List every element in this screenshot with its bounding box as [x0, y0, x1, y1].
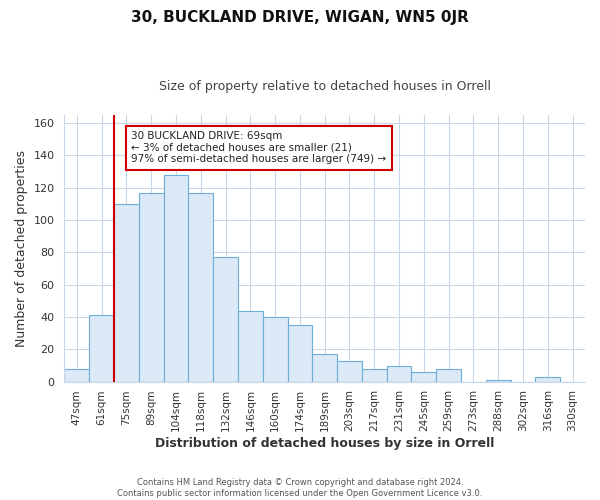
Title: Size of property relative to detached houses in Orrell: Size of property relative to detached ho…: [159, 80, 491, 93]
Text: 30, BUCKLAND DRIVE, WIGAN, WN5 0JR: 30, BUCKLAND DRIVE, WIGAN, WN5 0JR: [131, 10, 469, 25]
Bar: [313, 354, 337, 382]
Bar: [287, 325, 313, 382]
Bar: [238, 310, 263, 382]
Bar: [535, 377, 560, 382]
Text: Contains HM Land Registry data © Crown copyright and database right 2024.
Contai: Contains HM Land Registry data © Crown c…: [118, 478, 482, 498]
Bar: [412, 372, 436, 382]
Bar: [436, 369, 461, 382]
Bar: [337, 360, 362, 382]
Bar: [213, 257, 238, 382]
Bar: [114, 204, 139, 382]
Bar: [89, 316, 114, 382]
Bar: [188, 192, 213, 382]
Bar: [64, 369, 89, 382]
Bar: [386, 366, 412, 382]
Bar: [164, 175, 188, 382]
Bar: [263, 317, 287, 382]
Bar: [486, 380, 511, 382]
X-axis label: Distribution of detached houses by size in Orrell: Distribution of detached houses by size …: [155, 437, 494, 450]
Bar: [362, 369, 386, 382]
Text: 30 BUCKLAND DRIVE: 69sqm
← 3% of detached houses are smaller (21)
97% of semi-de: 30 BUCKLAND DRIVE: 69sqm ← 3% of detache…: [131, 131, 386, 164]
Y-axis label: Number of detached properties: Number of detached properties: [15, 150, 28, 347]
Bar: [139, 192, 164, 382]
